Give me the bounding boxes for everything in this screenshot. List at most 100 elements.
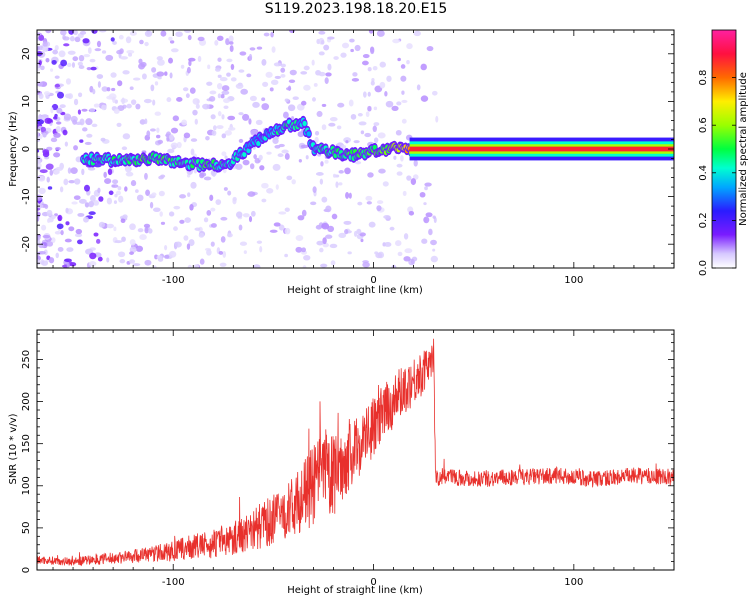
spectrogram-noise-blob — [338, 232, 347, 239]
spectrogram-noise-blob — [354, 44, 361, 52]
spectrogram-noise-blob — [288, 79, 296, 83]
spectrogram-noise-blob — [208, 96, 216, 102]
spectrogram-noise-blob — [400, 155, 404, 162]
spectrogram-noise-blob — [324, 77, 329, 84]
spectrogram-noise-blob — [145, 189, 151, 197]
spectrogram-noise-blob — [37, 149, 40, 153]
spectrogram-noise-blob — [186, 174, 191, 178]
spectrogram-noise-blob — [365, 111, 370, 118]
spectrogram-noise-blob — [135, 245, 144, 252]
spectrogram-noise-blob — [144, 172, 148, 180]
spectrogram-noise-blob — [110, 37, 115, 42]
spectrogram-noise-blob — [248, 118, 252, 125]
spectrogram-noise-blob — [97, 256, 103, 262]
spectrogram-noise-blob — [69, 36, 75, 42]
spectrogram-noise-blob — [139, 234, 147, 241]
spectrogram-noise-blob — [66, 247, 74, 252]
spectrogram-noise-blob — [81, 168, 85, 176]
spectrogram-noise-blob — [223, 105, 229, 110]
spectrogram-noise-blob — [430, 239, 437, 246]
spectrogram-noise-blob — [114, 240, 123, 244]
spectrogram-noise-blob — [286, 175, 293, 181]
spectrogram-noise-blob — [167, 148, 175, 154]
spectrogram-noise-blob — [316, 240, 324, 246]
spectrogram-noise-blob — [50, 137, 58, 143]
spectrogram-noise-blob — [261, 103, 270, 111]
spectrogram-noise-blob — [89, 194, 96, 202]
spectrogram-noise-blob — [312, 186, 317, 193]
colorbar-tick-label: 0.6 — [698, 117, 709, 133]
spectrogram-noise-blob — [111, 184, 119, 188]
spectrogram-noise-blob — [329, 116, 338, 122]
spectrogram-noise-blob — [345, 140, 349, 144]
spectrogram-noise-blob — [144, 227, 149, 234]
spectrogram-noise-blob — [220, 94, 225, 99]
spectrogram-noise-blob — [74, 233, 83, 238]
spectrogram-noise-blob — [189, 87, 196, 94]
spectrogram-x-tick-label: -100 — [162, 275, 185, 286]
spectrogram-noise-blob — [246, 73, 252, 78]
spectrogram-noise-blob — [379, 81, 386, 89]
spectrogram-noise-blob — [41, 260, 49, 266]
spectrogram-noise-blob — [261, 198, 267, 203]
spectrogram-noise-blob — [190, 138, 198, 142]
spectrogram-heatmap — [37, 30, 674, 268]
spectrogram-noise-blob — [96, 40, 102, 48]
spectrogram-noise-blob — [186, 243, 191, 250]
spectrogram-noise-blob — [337, 102, 345, 108]
spectrogram-noise-blob — [238, 224, 243, 231]
spectrogram-noise-blob — [96, 238, 101, 244]
spectrogram-noise-blob — [101, 50, 107, 54]
spectrogram-noise-blob — [223, 187, 228, 191]
spectrogram-noise-blob — [249, 47, 256, 51]
spectrogram-noise-blob — [366, 201, 372, 205]
spectrogram-noise-blob — [156, 56, 163, 61]
spectrogram-noise-blob — [168, 36, 173, 41]
spectrogram-noise-blob — [169, 72, 173, 79]
spectrogram-noise-blob — [88, 261, 97, 267]
spectrogram-noise-blob — [318, 30, 326, 35]
snr-series-line — [37, 338, 674, 567]
spectrogram-noise-blob — [97, 81, 101, 88]
spectrogram-noise-blob — [214, 67, 221, 72]
spectrogram-noise-blob — [397, 57, 401, 62]
spectrogram-noise-blob — [221, 114, 225, 120]
spectrogram-noise-blob — [67, 93, 73, 100]
spectrogram-noise-blob — [144, 118, 148, 125]
spectrogram-noise-blob — [347, 251, 352, 255]
spectrogram-noise-blob — [250, 210, 256, 217]
spectrogram-carrier-band — [409, 146, 674, 152]
spectrogram-noise-blob — [314, 136, 319, 144]
spectrogram-noise-blob — [112, 179, 119, 185]
spectrogram-noise-blob — [259, 165, 265, 171]
spectrogram-noise-blob — [84, 141, 92, 145]
spectrogram-noise-blob — [284, 207, 290, 212]
snr-y-tick-label: 250 — [21, 350, 32, 369]
spectrogram-noise-blob — [51, 103, 59, 111]
spectrogram-noise-blob — [50, 68, 54, 72]
spectrogram-noise-blob — [252, 264, 261, 268]
spectrogram-noise-blob — [55, 125, 61, 133]
spectrogram-noise-blob — [413, 30, 421, 37]
spectrogram-noise-blob — [386, 75, 392, 82]
spectrogram-noise-blob — [64, 258, 72, 263]
spectrogram-noise-blob — [229, 45, 234, 52]
spectrogram-noise-blob — [46, 241, 54, 247]
colorbar-ticks: 0.0 0.2 0.4 0.6 0.8 — [698, 29, 737, 276]
spectrogram-noise-blob — [270, 79, 279, 86]
spectrogram-noise-blob — [199, 172, 205, 179]
spectrogram-noise-blob — [248, 53, 253, 61]
spectrogram-noise-blob — [187, 192, 191, 197]
spectrogram-noise-blob — [88, 200, 94, 208]
spectrogram-noise-blob — [401, 90, 405, 95]
spectrogram-noise-blob — [176, 97, 183, 102]
spectrogram-noise-blob — [255, 119, 263, 125]
spectrogram-noise-blob — [56, 91, 64, 99]
spectrogram-noise-blob — [135, 189, 139, 193]
spectrogram-noise-blob — [40, 126, 46, 133]
spectrogram-noise-blob — [194, 118, 198, 125]
spectrogram-noise-blob — [295, 234, 304, 242]
spectrogram-noise-blob — [170, 142, 179, 149]
spectrogram-noise-blob — [98, 30, 107, 33]
snr-y-tick-label: 150 — [21, 434, 32, 453]
